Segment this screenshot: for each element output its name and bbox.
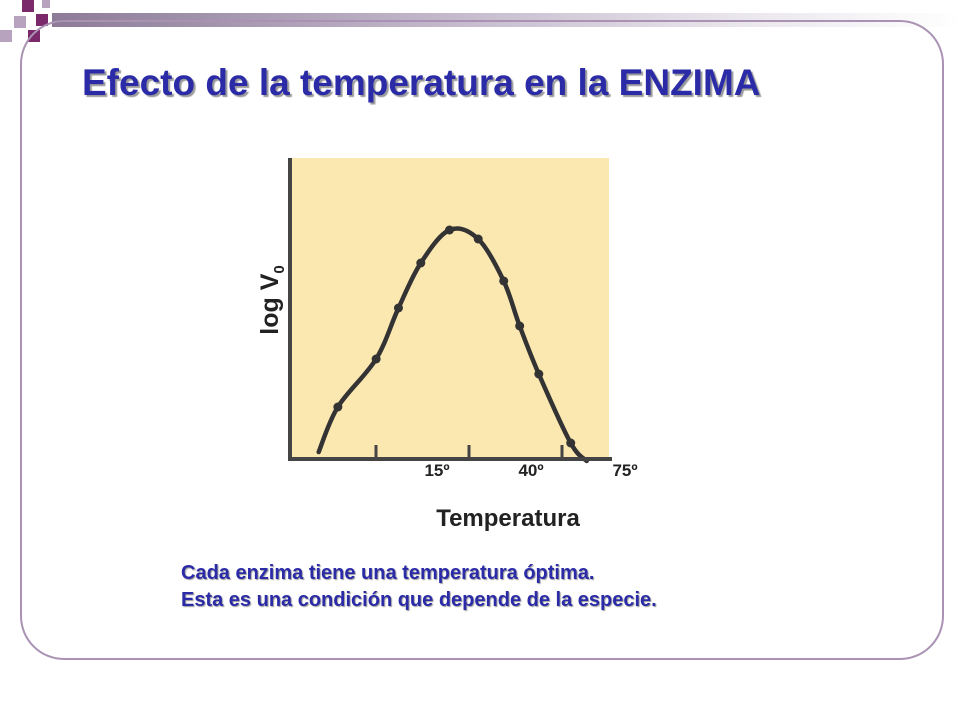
data-point-10 <box>566 438 576 448</box>
corner-square-1 <box>22 0 34 12</box>
data-point-3 <box>393 303 403 313</box>
corner-square-2 <box>42 0 50 8</box>
data-point-9 <box>534 369 544 379</box>
data-point-1 <box>333 402 343 412</box>
plot-background <box>290 158 609 458</box>
y-axis-label-subscript: 0 <box>271 265 288 273</box>
enzyme-temperature-chart: 15º 40º 75º Temperatura log V0 <box>256 158 638 532</box>
data-point-2 <box>371 354 381 364</box>
y-axis-label-main: log V <box>256 273 284 334</box>
corner-square-5 <box>0 30 12 42</box>
data-point-8 <box>515 321 525 331</box>
caption-line-1: Cada enzima tiene una temperatura óptima… <box>181 562 595 584</box>
data-point-5 <box>445 225 454 235</box>
slide-frame <box>20 20 944 660</box>
x-tick-label-1: 15º <box>424 461 449 480</box>
x-tick-label-3: 75º <box>612 461 637 480</box>
slide-title: Efecto de la temperatura en la ENZIMA <box>82 62 761 103</box>
x-tick-label-2: 40º <box>518 461 543 480</box>
caption-line-2: Esta es una condición que depende de la … <box>181 589 657 611</box>
data-point-4 <box>416 258 426 268</box>
curve-markers <box>333 225 576 448</box>
y-axis-label: log V0 <box>256 265 288 334</box>
corner-square-4 <box>14 16 26 28</box>
data-point-7 <box>499 276 509 286</box>
x-axis-label: Temperatura <box>436 505 580 532</box>
caption: Cada enzima tiene una temperatura óptima… <box>181 560 657 614</box>
data-point-6 <box>473 234 483 244</box>
